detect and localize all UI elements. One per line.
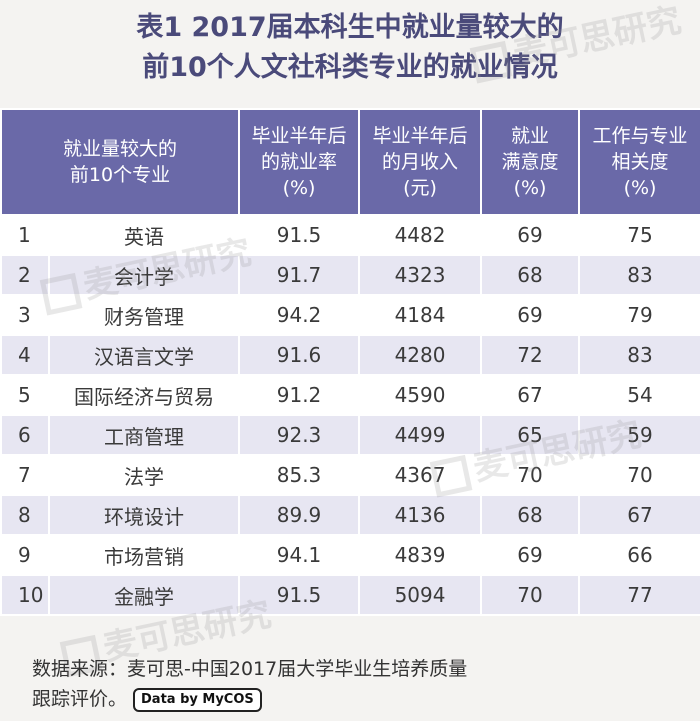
cell-employment-rate: 92.3	[238, 414, 361, 456]
header-major: 就业量较大的 前10个专业	[0, 108, 241, 216]
cell-employment-rate: 89.9	[238, 494, 361, 536]
cell-rank: 4	[0, 334, 50, 376]
cell-major: 国际经济与贸易	[47, 374, 241, 416]
cell-major: 会计学	[47, 254, 241, 296]
cell-employment-rate: 91.6	[238, 334, 361, 376]
cell-major: 汉语言文学	[47, 334, 241, 376]
cell-employment-rate: 94.2	[238, 294, 361, 336]
cell-monthly-income: 4590	[358, 374, 483, 416]
cell-major: 工商管理	[47, 414, 241, 456]
cell-satisfaction: 69	[480, 294, 581, 336]
data-by-mycos-badge: Data by MyCOS	[133, 687, 262, 712]
table-row: 5 国际经济与贸易 91.2 4590 67 54	[0, 374, 700, 416]
table-row: 8 环境设计 89.9 4136 68 67	[0, 494, 700, 536]
table-row: 9 市场营销 94.1 4839 69 66	[0, 534, 700, 576]
cell-satisfaction: 65	[480, 414, 581, 456]
cell-relevance: 75	[578, 214, 700, 256]
cell-monthly-income: 4280	[358, 334, 483, 376]
source-line-1: 数据来源：麦可思-中国2017届大学毕业生培养质量	[32, 658, 468, 680]
cell-monthly-income: 4136	[358, 494, 483, 536]
cell-satisfaction: 68	[480, 254, 581, 296]
cell-monthly-income: 4323	[358, 254, 483, 296]
cell-relevance: 77	[578, 574, 700, 616]
cell-relevance: 70	[578, 454, 700, 496]
table-row: 1 英语 91.5 4482 69 75	[0, 214, 700, 256]
cell-major: 法学	[47, 454, 241, 496]
cell-satisfaction: 69	[480, 214, 581, 256]
cell-rank: 2	[0, 254, 50, 296]
cell-satisfaction: 67	[480, 374, 581, 416]
cell-relevance: 66	[578, 534, 700, 576]
cell-relevance: 54	[578, 374, 700, 416]
employment-table: 就业量较大的 前10个专业 毕业半年后 的就业率 (%) 毕业半年后 的月收入 …	[0, 108, 700, 616]
table-row: 2 会计学 91.7 4323 68 83	[0, 254, 700, 296]
cell-satisfaction: 72	[480, 334, 581, 376]
cell-relevance: 83	[578, 254, 700, 296]
cell-rank: 5	[0, 374, 50, 416]
cell-employment-rate: 91.7	[238, 254, 361, 296]
cell-monthly-income: 4499	[358, 414, 483, 456]
cell-employment-rate: 94.1	[238, 534, 361, 576]
table-title: 表1 2017届本科生中就业量较大的 前10个人文社科类专业的就业情况	[0, 8, 700, 88]
cell-satisfaction: 68	[480, 494, 581, 536]
cell-satisfaction: 70	[480, 574, 581, 616]
header-monthly-income: 毕业半年后 的月收入 (元)	[358, 108, 483, 216]
table-row: 4 汉语言文学 91.6 4280 72 83	[0, 334, 700, 376]
cell-relevance: 67	[578, 494, 700, 536]
table-row: 10 金融学 91.5 5094 70 77	[0, 574, 700, 616]
cell-rank: 8	[0, 494, 50, 536]
cell-rank: 1	[0, 214, 50, 256]
header-relevance: 工作与专业 相关度 (%)	[578, 108, 700, 216]
cell-satisfaction: 69	[480, 534, 581, 576]
cell-employment-rate: 85.3	[238, 454, 361, 496]
cell-rank: 3	[0, 294, 50, 336]
cell-major: 金融学	[47, 574, 241, 616]
cell-employment-rate: 91.5	[238, 214, 361, 256]
cell-monthly-income: 4367	[358, 454, 483, 496]
cell-rank: 6	[0, 414, 50, 456]
cell-employment-rate: 91.5	[238, 574, 361, 616]
cell-relevance: 59	[578, 414, 700, 456]
cell-major: 环境设计	[47, 494, 241, 536]
title-line-1: 表1 2017届本科生中就业量较大的	[136, 12, 564, 43]
cell-rank: 9	[0, 534, 50, 576]
table-row: 3 财务管理 94.2 4184 69 79	[0, 294, 700, 336]
cell-rank: 7	[0, 454, 50, 496]
header-satisfaction: 就业 满意度 (%)	[480, 108, 581, 216]
cell-major: 市场营销	[47, 534, 241, 576]
cell-monthly-income: 4839	[358, 534, 483, 576]
table-row: 6 工商管理 92.3 4499 65 59	[0, 414, 700, 456]
cell-relevance: 83	[578, 334, 700, 376]
cell-monthly-income: 4482	[358, 214, 483, 256]
table-row: 7 法学 85.3 4367 70 70	[0, 454, 700, 496]
cell-monthly-income: 5094	[358, 574, 483, 616]
cell-satisfaction: 70	[480, 454, 581, 496]
cell-major: 财务管理	[47, 294, 241, 336]
table-header-row: 就业量较大的 前10个专业 毕业半年后 的就业率 (%) 毕业半年后 的月收入 …	[0, 108, 700, 216]
header-employment-rate: 毕业半年后 的就业率 (%)	[238, 108, 361, 216]
cell-relevance: 79	[578, 294, 700, 336]
cell-employment-rate: 91.2	[238, 374, 361, 416]
cell-monthly-income: 4184	[358, 294, 483, 336]
source-note: 数据来源：麦可思-中国2017届大学毕业生培养质量 跟踪评价。 Data by M…	[32, 654, 467, 714]
cell-major: 英语	[47, 214, 241, 256]
title-line-2: 前10个人文社科类专业的就业情况	[142, 52, 558, 83]
source-line-2: 跟踪评价。 Data by MyCOS	[32, 684, 467, 714]
cell-rank: 10	[0, 574, 50, 616]
